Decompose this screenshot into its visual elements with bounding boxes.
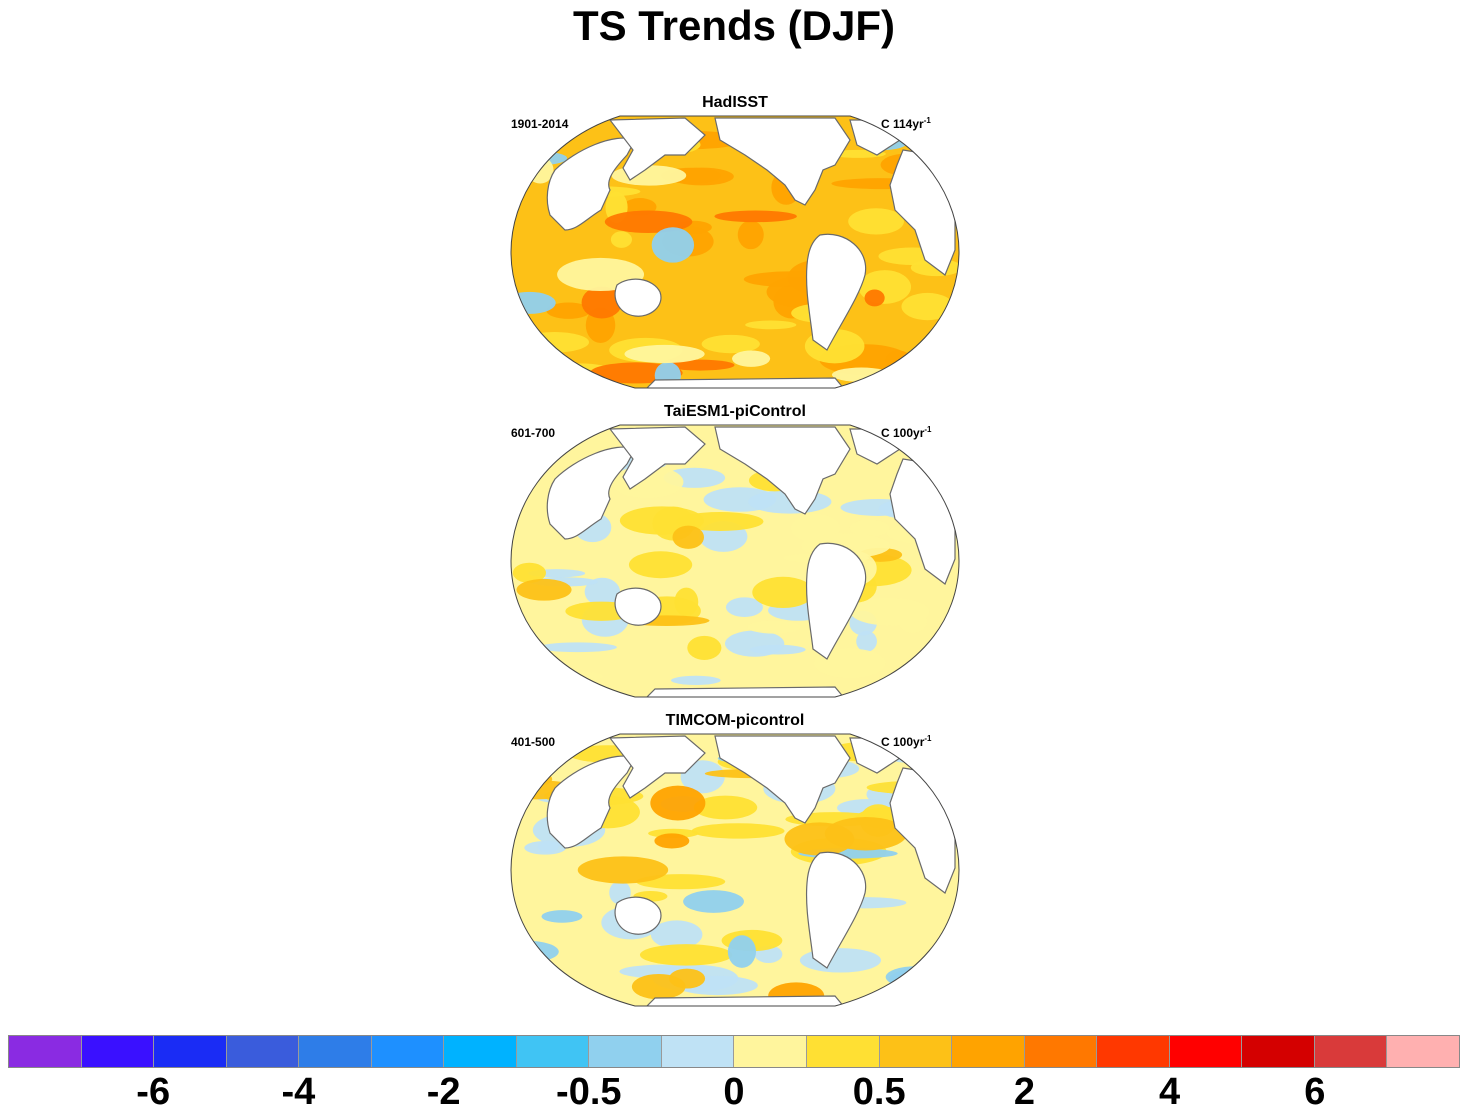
units-label: C 100yr-1 (881, 734, 932, 749)
colorbar-swatch (734, 1036, 808, 1067)
colorbar-swatch (1242, 1036, 1315, 1067)
colorbar-tick-label: -0.5 (556, 1071, 622, 1113)
colorbar-tick-label: 0.5 (852, 1071, 906, 1113)
world-map (510, 115, 960, 389)
colorbar-swatch (807, 1036, 880, 1067)
period-label: 1901-2014 (511, 117, 569, 131)
colorbar-swatch (879, 1036, 953, 1067)
colorbar (8, 1035, 1460, 1068)
colorbar-swatch (154, 1036, 227, 1067)
world-map (510, 424, 960, 698)
colorbar-tick-label: -6 (136, 1071, 171, 1113)
panel-title: TaiESM1-piControl (664, 403, 806, 420)
colorbar-swatch (1169, 1036, 1243, 1067)
colorbar-tick-label: 0 (723, 1071, 745, 1113)
colorbar-tick-label: 6 (1304, 1071, 1326, 1113)
units-label: C 114yr-1 (881, 116, 931, 131)
colorbar-swatch (1314, 1036, 1388, 1067)
panel-title: HadISST (702, 94, 768, 111)
figure-title: TS Trends (DJF) (572, 2, 896, 49)
colorbar-swatch (299, 1036, 372, 1067)
units-label: C 100yr-1 (881, 425, 932, 440)
colorbar-swatch (371, 1036, 445, 1067)
colorbar-swatch (1387, 1036, 1459, 1067)
colorbar-swatch (9, 1036, 82, 1067)
colorbar-swatch (661, 1036, 735, 1067)
colorbar-tick-label: 4 (1159, 1071, 1181, 1113)
colorbar-swatch (1024, 1036, 1098, 1067)
colorbar-swatch (952, 1036, 1025, 1067)
colorbar-swatch (1097, 1036, 1170, 1067)
panel-title: TIMCOM-picontrol (665, 712, 805, 729)
colorbar-swatch (516, 1036, 590, 1067)
period-label: 601-700 (511, 426, 556, 440)
colorbar-swatch (226, 1036, 300, 1067)
colorbar-swatch (444, 1036, 517, 1067)
colorbar-tick-label: -4 (281, 1071, 316, 1113)
colorbar-swatch (589, 1036, 662, 1067)
colorbar-tick-label: 2 (1013, 1071, 1035, 1113)
colorbar-tick-label: -2 (426, 1071, 461, 1113)
period-label: 401-500 (511, 735, 556, 749)
colorbar-swatch (81, 1036, 155, 1067)
world-map (510, 733, 960, 1007)
